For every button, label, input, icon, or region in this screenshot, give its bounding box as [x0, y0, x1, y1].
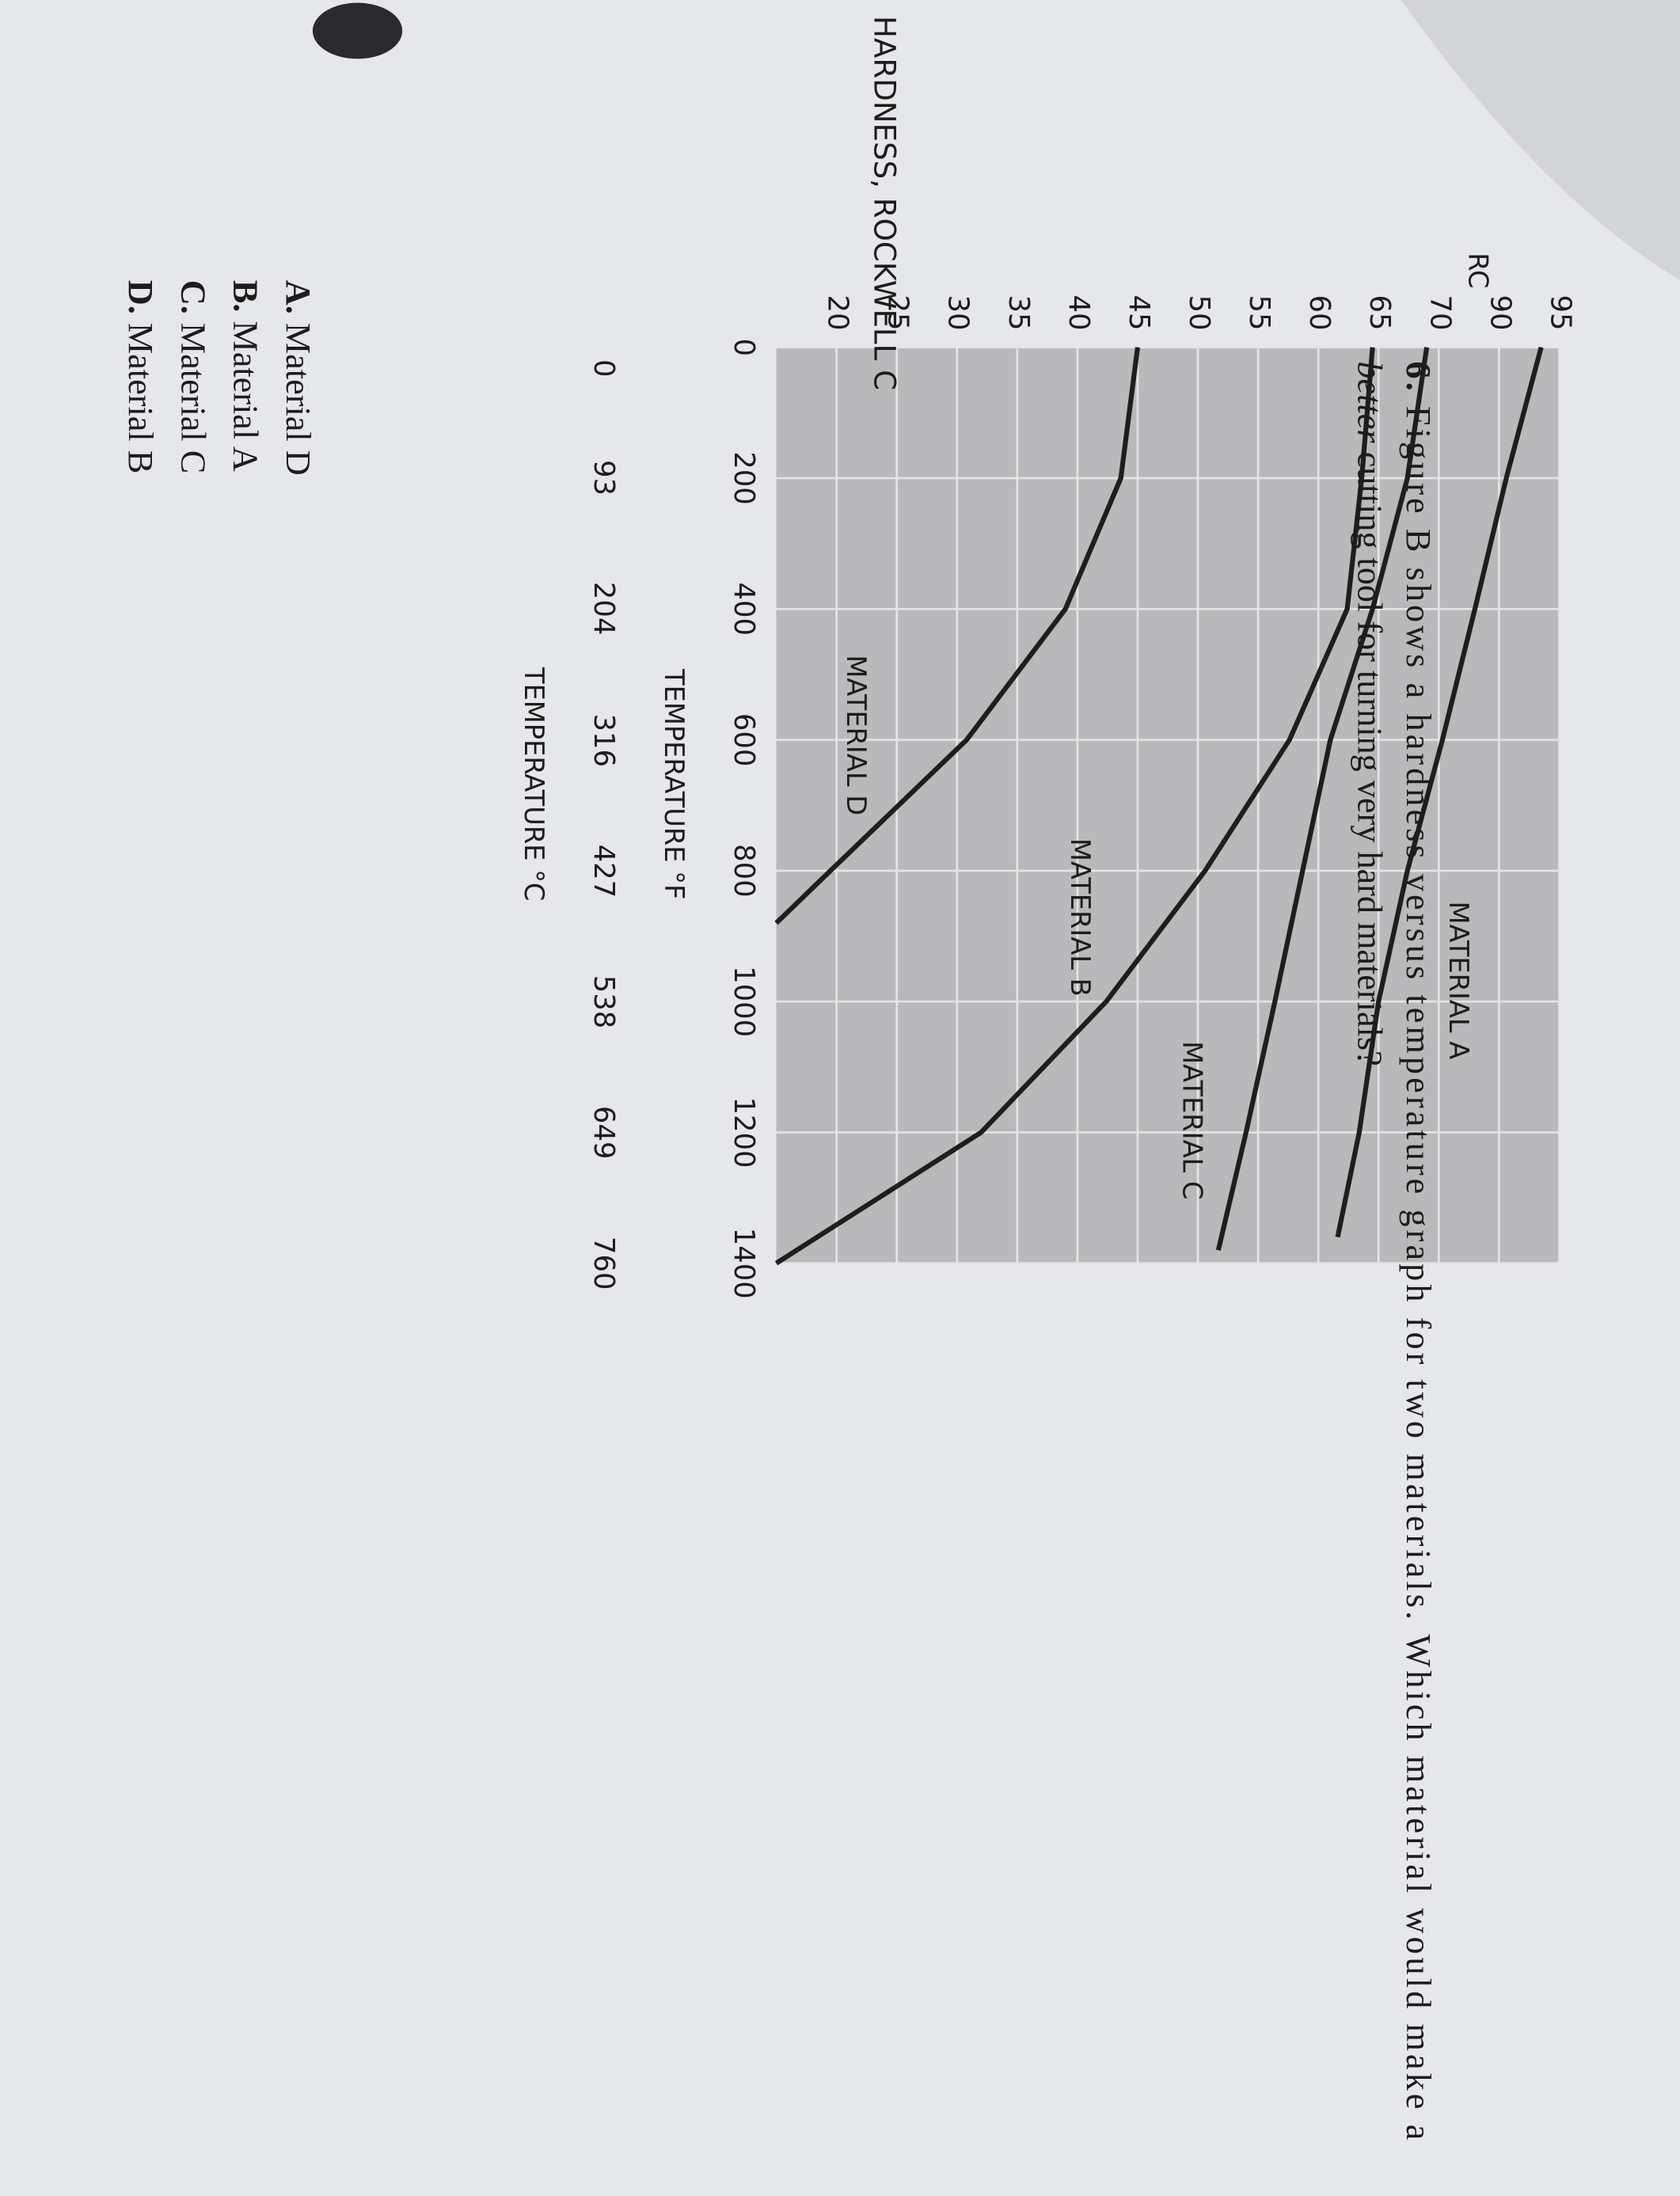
curves	[774, 346, 1544, 1266]
axis-labels: HARDNESS, ROCKWELL C RC TEMPERATURE °F T…	[519, 16, 1576, 1299]
y2-axis-title: RC	[1463, 253, 1494, 288]
x2-tick-label: 204	[587, 582, 620, 636]
curve	[774, 347, 1375, 1266]
x2-tick-label: 538	[587, 975, 620, 1029]
option: C. Material C	[173, 280, 212, 473]
x-tick-label: 1200	[728, 1096, 760, 1168]
x2-axis-title: TEMPERATURE °C	[519, 667, 549, 901]
curve-label: MATERIAL A	[1443, 901, 1474, 1059]
y-tick-label: 25	[882, 294, 914, 330]
x2-tick-label: 649	[587, 1106, 620, 1160]
x-tick-label: 600	[728, 713, 760, 767]
question-emphasis: better	[1350, 361, 1389, 443]
y-tick-label: 20	[822, 294, 854, 330]
x2-tick-label: 0	[587, 359, 620, 378]
curve	[774, 347, 1141, 925]
option-text: Material D	[279, 323, 317, 476]
curve-label: MATERIAL D	[841, 655, 872, 815]
y-axis-title: HARDNESS, ROCKWELL C	[867, 16, 901, 390]
x2-tick-label: 427	[587, 845, 620, 899]
x2-tick-label: 93	[587, 460, 620, 496]
question-text: cutting tool for turning very hard mater…	[1350, 452, 1389, 1066]
option-letter: D.	[121, 280, 160, 314]
option-text: Material B	[121, 323, 160, 473]
x2-tick-label: 316	[587, 714, 620, 768]
option-letter: B.	[226, 280, 264, 313]
curve	[1335, 346, 1544, 1238]
rotated-page: HARDNESS, ROCKWELL C RC TEMPERATURE °F T…	[121, 16, 1577, 2141]
option: B. Material A	[226, 280, 264, 472]
page-fold	[1401, 0, 1680, 280]
x-tick-label: 1400	[728, 1228, 760, 1299]
option-letter: A.	[279, 280, 317, 314]
x-tick-label: 800	[728, 844, 760, 898]
question: 6. Figure B shows a hardness versus temp…	[1350, 361, 1438, 2140]
curve	[1215, 347, 1430, 1252]
question-line: 6. Figure B shows a hardness versus temp…	[1399, 361, 1438, 2140]
plot-area	[776, 347, 1560, 1263]
x-axis-title: TEMPERATURE °F	[659, 668, 690, 899]
y2-tick-label: 95	[1544, 294, 1576, 330]
option-text: Material C	[173, 323, 212, 473]
x-tick-label: 1000	[728, 966, 760, 1037]
option: D. Material B	[121, 280, 160, 473]
x2-tick-label: 760	[587, 1237, 620, 1290]
punch-hole	[312, 2, 403, 59]
y-tick-label: 30	[942, 294, 975, 330]
y-tick-label: 60	[1303, 294, 1336, 330]
y-tick-label: 45	[1123, 294, 1155, 330]
option-letter: C.	[173, 280, 212, 314]
question-text: Figure B shows a hardness versus tempera…	[1399, 406, 1438, 2141]
y-tick-label: 40	[1062, 294, 1095, 330]
y-tick-label: 70	[1423, 294, 1456, 330]
option-text: Material A	[226, 321, 264, 471]
question-number: 6.	[1399, 361, 1438, 390]
question-line: better cutting tool for turning very har…	[1350, 361, 1389, 1066]
y-tick-label: 50	[1183, 294, 1215, 330]
option: A. Material D	[279, 280, 317, 476]
grid	[776, 346, 1560, 1265]
x-tick-label: 200	[728, 451, 760, 505]
x-tick-label: 0	[728, 338, 760, 356]
options: A. Material D B. Material A C. Material C D…	[121, 280, 317, 476]
y2-tick-label: 90	[1484, 294, 1516, 330]
curve-label: MATERIAL C	[1177, 1041, 1208, 1199]
y-tick-label: 55	[1243, 294, 1275, 330]
curve-label: MATERIAL B	[1065, 838, 1096, 997]
x-tick-label: 400	[728, 583, 760, 636]
y-tick-label: 35	[1002, 294, 1035, 330]
y-tick-label: 65	[1363, 294, 1396, 330]
